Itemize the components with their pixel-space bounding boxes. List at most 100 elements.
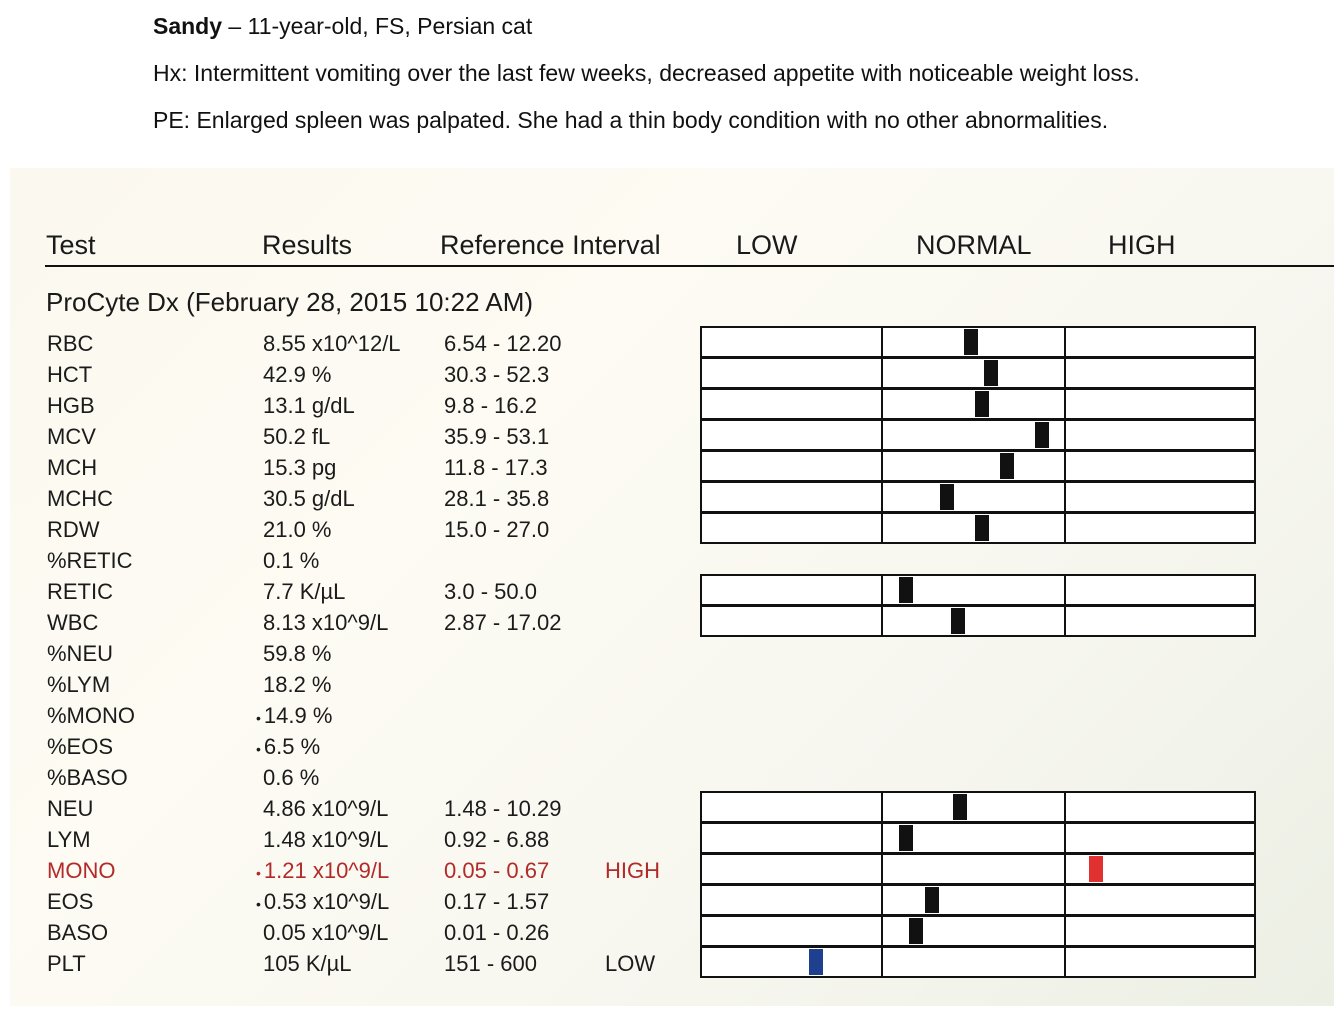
gauge-separator	[881, 512, 883, 544]
test-result: • 6.5 %	[256, 734, 320, 760]
result-row: MONO • 1.21 x10^9/L 0.05 - 0.67 HIGH	[0, 858, 700, 888]
test-name: RETIC	[47, 579, 113, 605]
reference-interval: 15.0 - 27.0	[444, 517, 549, 543]
result-row: LYM 1.48 x10^9/L 0.92 - 6.88	[0, 827, 700, 857]
gauge-separator	[1064, 450, 1066, 482]
range-gauge	[700, 357, 1256, 389]
test-name-text: MCV	[47, 424, 96, 449]
reference-interval: 35.9 - 53.1	[444, 424, 549, 450]
gauge-separator	[1064, 357, 1066, 389]
result-marker	[940, 484, 954, 510]
gauge-separator	[881, 915, 883, 947]
test-result: 8.13 x10^9/L	[263, 610, 388, 636]
reference-interval: 1.48 - 10.29	[444, 796, 561, 822]
test-result-text: 1.48 x10^9/L	[263, 827, 389, 852]
test-result-text: 8.55 x10^12/L	[263, 331, 401, 356]
gauge-separator	[1064, 884, 1066, 916]
gauge-separator	[1064, 419, 1066, 451]
result-row: %EOS • 6.5 %	[0, 734, 700, 764]
result-marker	[964, 329, 978, 355]
test-name: %NEU	[47, 641, 113, 667]
result-row: HCT 42.9 % 30.3 - 52.3	[0, 362, 700, 392]
test-name: MCV	[47, 424, 96, 450]
result-marker	[975, 515, 989, 541]
test-result: 8.55 x10^12/L	[263, 331, 401, 357]
header-divider	[45, 265, 1334, 267]
result-row: HGB 13.1 g/dL 9.8 - 16.2	[0, 393, 700, 423]
result-row: MCHC 30.5 g/dL 28.1 - 35.8	[0, 486, 700, 516]
gauge-separator	[1064, 822, 1066, 854]
range-gauge	[700, 791, 1256, 823]
result-row: RDW 21.0 % 15.0 - 27.0	[0, 517, 700, 547]
test-result-text: 18.2 %	[263, 672, 332, 697]
test-name: %LYM	[47, 672, 110, 698]
test-result: 7.7 K/µL	[263, 579, 345, 605]
gauge-separator	[1064, 512, 1066, 544]
test-result-text: 15.3 pg	[263, 455, 337, 480]
gauge-separator	[881, 326, 883, 358]
test-name-text: PLT	[47, 951, 86, 976]
result-marker	[953, 794, 967, 820]
range-gauge	[700, 512, 1256, 544]
exam-line: PE: Enlarged spleen was palpated. She ha…	[153, 107, 1109, 133]
range-gauge	[700, 915, 1256, 947]
test-result-text: 6.5 %	[263, 734, 321, 759]
test-result: 18.2 %	[263, 672, 332, 698]
test-result: 1.48 x10^9/L	[263, 827, 388, 853]
test-name-text: MCH	[47, 455, 98, 480]
result-marker	[1035, 422, 1049, 448]
test-result: • 0.53 x10^9/L	[256, 889, 389, 915]
reference-interval: 0.92 - 6.88	[444, 827, 549, 853]
result-row: MCH 15.3 pg 11.8 - 17.3	[0, 455, 700, 485]
result-row: %MONO • 14.9 %	[0, 703, 700, 733]
test-name-text: %LYM	[47, 672, 111, 697]
result-row: BASO 0.05 x10^9/L 0.01 - 0.26	[0, 920, 700, 950]
gauge-separator	[881, 574, 883, 606]
result-marker	[951, 608, 965, 634]
gauge-separator	[881, 388, 883, 420]
reference-interval-text: 6.54 - 12.20	[444, 331, 562, 356]
test-name: %EOS	[47, 734, 113, 760]
reference-interval: 2.87 - 17.02	[444, 610, 561, 636]
result-row: WBC 8.13 x10^9/L 2.87 - 17.02	[0, 610, 700, 640]
history-line: Hx: Intermittent vomiting over the last …	[153, 60, 1140, 86]
range-gauge	[700, 574, 1256, 606]
gauge-separator	[1064, 605, 1066, 637]
test-result-text: 105 K/µL	[263, 951, 352, 976]
gauge-separator	[881, 605, 883, 637]
reference-interval: 11.8 - 17.3	[444, 455, 548, 481]
test-result: 13.1 g/dL	[263, 393, 355, 419]
gauge-separator	[1064, 946, 1066, 978]
result-row: NEU 4.86 x10^9/L 1.48 - 10.29	[0, 796, 700, 826]
test-name-text: WBC	[47, 610, 99, 635]
result-marker	[909, 918, 923, 944]
abnormal-flag-text: HIGH	[605, 858, 660, 883]
gauge-separator	[1064, 791, 1066, 823]
test-result-text: 0.05 x10^9/L	[263, 920, 389, 945]
test-result-text: 14.9 %	[263, 703, 333, 728]
test-name-text: %EOS	[47, 734, 114, 759]
test-result-text: 42.9 %	[263, 362, 332, 387]
gauge-separator	[881, 946, 883, 978]
flag-bullet-icon: •	[256, 741, 261, 757]
test-name: MCH	[47, 455, 97, 481]
header-reference: Reference Interval	[440, 230, 661, 260]
result-row: %BASO 0.6 %	[0, 765, 700, 795]
test-result-text: 1.21 x10^9/L	[263, 858, 390, 883]
result-row: %LYM 18.2 %	[0, 672, 700, 702]
gauge-separator	[1064, 915, 1066, 947]
test-result: 0.05 x10^9/L	[263, 920, 388, 946]
result-row: %NEU 59.8 %	[0, 641, 700, 671]
result-row: %RETIC 0.1 %	[0, 548, 700, 578]
reference-interval: 0.17 - 1.57	[444, 889, 549, 915]
result-marker	[1089, 856, 1103, 882]
result-row: RETIC 7.7 K/µL 3.0 - 50.0	[0, 579, 700, 609]
gauge-separator	[1064, 481, 1066, 513]
result-marker	[899, 825, 913, 851]
gauge-separator	[881, 884, 883, 916]
test-name: HCT	[47, 362, 92, 388]
header-high: HIGH	[1108, 230, 1176, 260]
test-result-text: 50.2 fL	[263, 424, 331, 449]
flag-bullet-icon: •	[256, 865, 261, 881]
reference-interval-text: 30.3 - 52.3	[444, 362, 550, 387]
